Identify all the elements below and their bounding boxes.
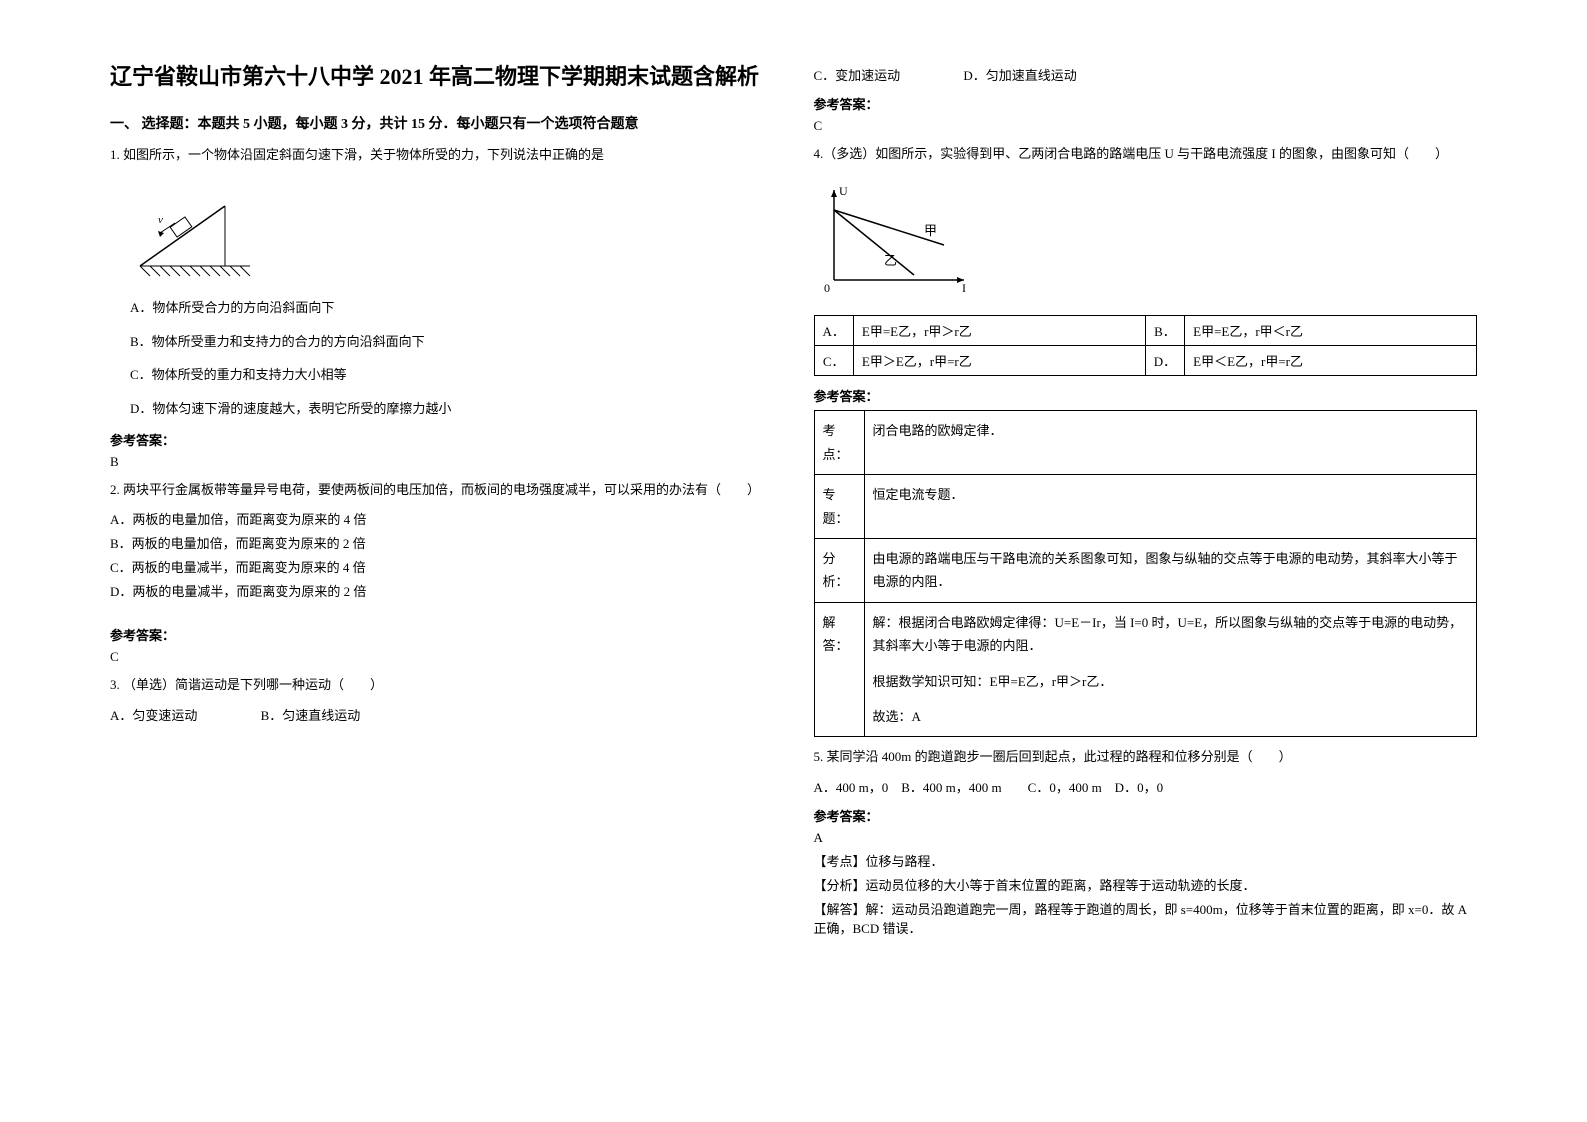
q4-row4-text3: 故选：A <box>873 705 1469 728</box>
left-column: 辽宁省鞍山市第六十八中学 2021 年高二物理下学期期末试题含解析 一、 选择题… <box>90 60 794 1062</box>
section-header: 一、 选择题：本题共 5 小题，每小题 3 分，共计 15 分．每小题只有一个选… <box>110 113 774 133</box>
q4-row2-text: 恒定电流专题． <box>864 475 1477 539</box>
q4-row4-text2: 根据数学知识可知：E甲=E乙，r甲＞r乙． <box>873 670 1469 693</box>
q2-optD: D．两板的电量减半，而距离变为原来的 2 倍 <box>110 581 774 600</box>
q1-diagram: v <box>130 181 260 281</box>
q3-optC: C．变加速运动 <box>814 65 901 84</box>
q5-analysis: 【分析】运动员位移的大小等于首末位置的距离，路程等于运动轨迹的长度． <box>814 875 1478 894</box>
q5-solve: 【解答】解：运动员沿跑道跑完一周，路程等于跑道的周长，即 s=400m，位移等于… <box>814 899 1478 937</box>
q1-optA: A．物体所受合力的方向沿斜面向下 <box>130 296 774 319</box>
q4-choice-table: A． E甲=E乙，r甲＞r乙 B． E甲=E乙，r甲＜r乙 C． E甲＞E乙，r… <box>814 315 1478 376</box>
q4-D-label: D． <box>1145 346 1184 376</box>
q4-answer-label: 参考答案： <box>814 386 1478 405</box>
q3-optB: B．匀速直线运动 <box>261 705 361 724</box>
q4-row4-cell: 解：根据闭合电路欧姆定律得：U=E－Ir，当 I=0 时，U=E，所以图象与纵轴… <box>864 602 1477 737</box>
q1-answer-label: 参考答案： <box>110 430 774 449</box>
svg-text:v: v <box>158 214 163 226</box>
q1-optB: B．物体所受重力和支持力的合力的方向沿斜面向下 <box>130 330 774 353</box>
q3-answer-label: 参考答案： <box>814 94 1478 113</box>
svg-text:0: 0 <box>824 281 830 295</box>
q3-answer: C <box>814 118 1478 134</box>
right-column: C．变加速运动 D．匀加速直线运动 参考答案： C 4.（多选）如图所示，实验得… <box>794 60 1498 1062</box>
q4-row3-label: 分析： <box>814 538 864 602</box>
q4-row4-text1: 解：根据闭合电路欧姆定律得：U=E－Ir，当 I=0 时，U=E，所以图象与纵轴… <box>873 611 1469 658</box>
q1-answer: B <box>110 454 774 470</box>
q4-row2-label: 专题： <box>814 475 864 539</box>
q2-text: 2. 两块平行金属板带等量异号电荷，要使两板间的电压加倍，而板间的电场强度减半，… <box>110 478 774 501</box>
q4-C-text: E甲＞E乙，r甲=r乙 <box>853 346 1145 376</box>
svg-text:乙: 乙 <box>884 253 897 268</box>
document-title: 辽宁省鞍山市第六十八中学 2021 年高二物理下学期期末试题含解析 <box>110 60 774 93</box>
q3-optD: D．匀加速直线运动 <box>963 65 1076 84</box>
q5-answer-label: 参考答案： <box>814 806 1478 825</box>
q3-options-row1: A．匀变速运动 B．匀速直线运动 <box>110 705 774 724</box>
q1-optC: C．物体所受的重力和支持力大小相等 <box>130 363 774 386</box>
q4-graph: U I 0 甲 乙 <box>814 180 974 300</box>
q4-B-label: B． <box>1145 316 1184 346</box>
q4-C-label: C． <box>814 346 853 376</box>
q3-optA: A．匀变速运动 <box>110 705 197 724</box>
q4-B-text: E甲=E乙，r甲＜r乙 <box>1185 316 1477 346</box>
q4-row4-label: 解答： <box>814 602 864 737</box>
svg-text:U: U <box>839 184 848 198</box>
q3-options-row2: C．变加速运动 D．匀加速直线运动 <box>814 65 1478 84</box>
q4-row1-label: 考点： <box>814 411 864 475</box>
q4-D-text: E甲＜E乙，r甲=r乙 <box>1185 346 1477 376</box>
q4-row3-text: 由电源的路端电压与干路电流的关系图象可知，图象与纵轴的交点等于电源的电动势，其斜… <box>864 538 1477 602</box>
q3-text: 3. （单选）简谐运动是下列哪一种运动（ ） <box>110 673 774 696</box>
q4-A-label: A． <box>814 316 853 346</box>
q2-optB: B．两板的电量加倍，而距离变为原来的 2 倍 <box>110 533 774 552</box>
svg-text:I: I <box>962 281 966 295</box>
q4-analysis-table: 考点： 闭合电路的欧姆定律． 专题： 恒定电流专题． 分析： 由电源的路端电压与… <box>814 410 1478 737</box>
q4-row1-text: 闭合电路的欧姆定律． <box>864 411 1477 475</box>
q1-optD: D．物体匀速下滑的速度越大，表明它所受的摩擦力越小 <box>130 397 774 420</box>
q2-answer-label: 参考答案： <box>110 625 774 644</box>
q5-text: 5. 某同学沿 400m 的跑道跑步一圈后回到起点，此过程的路程和位移分别是（ … <box>814 745 1478 768</box>
q2-answer: C <box>110 649 774 665</box>
svg-text:甲: 甲 <box>924 223 937 238</box>
q4-text: 4.（多选）如图所示，实验得到甲、乙两闭合电路的路端电压 U 与干路电流强度 I… <box>814 142 1478 165</box>
q2-optA: A．两板的电量加倍，而距离变为原来的 4 倍 <box>110 509 774 528</box>
q5-options: A．400 m，0 B．400 m，400 m C．0，400 m D．0，0 <box>814 777 1478 796</box>
q1-text: 1. 如图所示，一个物体沿固定斜面匀速下滑，关于物体所受的力，下列说法中正确的是 <box>110 143 774 166</box>
q4-A-text: E甲=E乙，r甲＞r乙 <box>853 316 1145 346</box>
q5-point: 【考点】位移与路程． <box>814 851 1478 870</box>
q2-optC: C．两板的电量减半，而距离变为原来的 4 倍 <box>110 557 774 576</box>
q5-answer: A <box>814 830 1478 846</box>
